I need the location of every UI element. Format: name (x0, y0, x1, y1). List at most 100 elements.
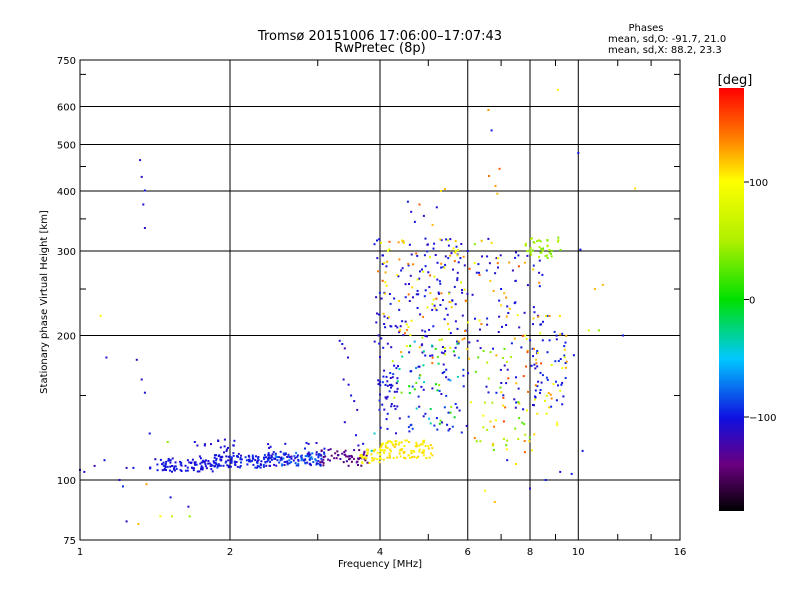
data-point (491, 444, 494, 447)
data-point (336, 450, 339, 453)
data-point (434, 347, 437, 350)
data-point (495, 354, 498, 357)
data-point (416, 307, 419, 309)
data-point (266, 460, 269, 463)
data-point (199, 462, 202, 465)
data-point (293, 455, 296, 458)
data-point (421, 443, 424, 446)
data-point (407, 262, 410, 265)
data-point (398, 331, 401, 334)
data-point (339, 458, 342, 460)
data-point (445, 376, 448, 379)
data-point (514, 427, 517, 430)
data-point (180, 464, 183, 467)
y-axis-label: Stationary phase Virtual Height [km] (39, 210, 50, 394)
data-point (403, 456, 405, 459)
data-point (456, 254, 459, 257)
data-point (370, 453, 373, 456)
y-tick-label: 200 (57, 332, 76, 343)
data-point (229, 460, 232, 463)
data-point (251, 454, 254, 457)
data-point (485, 269, 488, 272)
data-point (453, 354, 456, 357)
data-point (388, 240, 391, 243)
data-point (449, 346, 452, 349)
data-point (286, 463, 289, 466)
data-point (506, 368, 509, 371)
data-point (296, 455, 299, 458)
data-point (457, 249, 460, 252)
data-point (441, 372, 444, 374)
data-point (460, 281, 462, 284)
data-point (407, 415, 410, 418)
data-point (440, 292, 443, 295)
data-point (507, 312, 510, 314)
data-point (349, 457, 352, 460)
data-point (417, 395, 420, 398)
data-point (391, 360, 394, 363)
data-point (308, 454, 311, 457)
data-point (428, 286, 431, 289)
data-point (475, 271, 478, 274)
data-point (179, 463, 182, 466)
data-point (375, 321, 378, 324)
data-point (466, 250, 469, 252)
data-point (440, 239, 443, 242)
data-point (421, 329, 424, 332)
data-point (497, 266, 499, 269)
data-point (238, 466, 241, 469)
data-point (495, 391, 498, 394)
data-point (563, 356, 566, 359)
data-point (284, 442, 287, 445)
data-point (265, 464, 268, 467)
data-point (459, 257, 462, 260)
data-point (454, 251, 457, 254)
data-point (518, 417, 521, 420)
data-point (480, 323, 483, 325)
data-point (560, 383, 563, 386)
data-point (408, 351, 411, 354)
data-point (526, 250, 529, 252)
data-point (533, 363, 536, 366)
data-point (403, 445, 406, 447)
data-point (213, 461, 215, 464)
data-point (392, 444, 395, 447)
data-point (401, 267, 404, 270)
data-point (457, 340, 460, 343)
data-point (263, 456, 265, 459)
data-point (174, 461, 177, 464)
data-point (216, 463, 219, 466)
data-point (225, 450, 228, 452)
data-point (538, 285, 541, 288)
data-point (552, 383, 555, 385)
data-point (394, 443, 397, 446)
data-point (296, 454, 299, 457)
data-point (534, 389, 537, 392)
data-point (368, 462, 371, 464)
data-point (382, 346, 385, 349)
data-point (451, 299, 454, 302)
data-point (513, 398, 516, 401)
data-point (154, 458, 157, 461)
data-point (239, 465, 242, 467)
data-point (482, 426, 485, 429)
data-point (323, 451, 326, 454)
data-point (363, 450, 366, 453)
data-point (505, 444, 508, 447)
data-point (447, 244, 450, 247)
data-point (393, 390, 396, 393)
data-point (143, 227, 146, 229)
data-point (174, 465, 177, 468)
data-point (251, 456, 254, 458)
data-point (412, 450, 415, 452)
data-point (195, 463, 198, 466)
data-point (405, 345, 408, 348)
data-point (357, 457, 359, 460)
data-point (415, 293, 418, 296)
data-point (492, 448, 495, 451)
data-point (570, 472, 573, 475)
data-point (418, 203, 421, 206)
data-point (500, 288, 503, 290)
data-point (350, 460, 353, 463)
data-point (125, 520, 128, 523)
